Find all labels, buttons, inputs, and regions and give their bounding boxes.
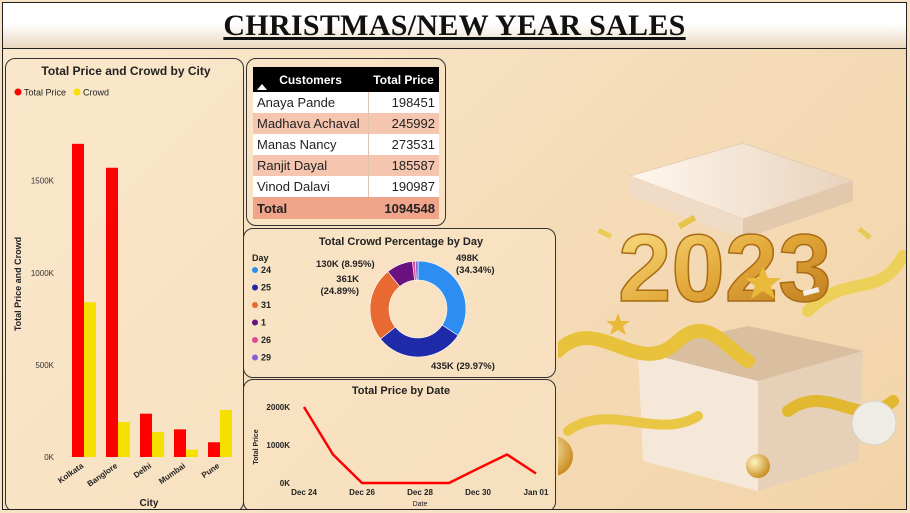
bar-total-price-kolkata[interactable]: [72, 143, 84, 457]
day-legend-title: Day: [252, 253, 269, 263]
date-y-tick-label: 0K: [280, 479, 290, 488]
day-legend[interactable]: 24 25 31 1 26 29: [252, 265, 271, 363]
customer-name: Madhava Achaval: [253, 113, 369, 134]
legend-total-price-marker: [14, 88, 22, 96]
table-row[interactable]: Manas Nancy 273531: [253, 134, 439, 155]
table-row[interactable]: Madhava Achaval 245992: [253, 113, 439, 134]
table-row[interactable]: Ranjit Dayal 185587: [253, 155, 439, 176]
total-price-column-header[interactable]: Total Price: [368, 67, 439, 92]
bar-crowd-mumbai[interactable]: [186, 449, 198, 457]
bar-total-price-mumbai[interactable]: [174, 429, 186, 457]
table-total-row: Total 1094548: [253, 197, 439, 219]
bar-total-price-delhi[interactable]: [140, 413, 152, 457]
city-bar-chart[interactable]: Total Price and Crowd by City Total Pric…: [6, 59, 245, 510]
total-value: 1094548: [368, 197, 439, 219]
city-y-tick-label: 1000K: [31, 269, 55, 278]
bar-crowd-banglore[interactable]: [118, 422, 130, 457]
legend-label-day-1: 1: [261, 318, 266, 328]
customer-name: Anaya Pande: [253, 92, 369, 113]
date-chart-title: Total Price by Date: [352, 385, 450, 397]
day-chart-title: Total Crowd Percentage by Day: [319, 236, 484, 248]
date-x-tick-label: Dec 24: [291, 488, 317, 497]
legend-label-day-24: 24: [261, 265, 271, 275]
data-label-day-31: 361K (24.89%): [320, 274, 359, 297]
legend-marker-day-26: [252, 337, 258, 343]
table-row[interactable]: Vinod Dalavi 190987: [253, 176, 439, 197]
city-x-tick-label: Banglore: [86, 461, 120, 489]
year-2023-balloon-text: 2023: [618, 215, 832, 322]
legend-marker-day-24: [252, 267, 258, 273]
city-chart-panel[interactable]: Total Price and Crowd by City Total Pric…: [5, 58, 245, 510]
city-y-tick-label: 0K: [44, 453, 54, 462]
date-line-chart[interactable]: Total Price by Date Total Price Date 0K 1…: [244, 380, 557, 510]
city-y-tick-label: 1500K: [31, 177, 55, 186]
city-y-axis-label: Total Price and Crowd: [13, 237, 23, 331]
legend-crowd-label: Crowd: [83, 88, 109, 98]
date-y-axis-label: Total Price: [253, 429, 260, 464]
legend-label-day-29: 29: [261, 353, 271, 363]
city-x-tick-label: Kolkata: [56, 461, 85, 485]
bar-crowd-delhi[interactable]: [152, 432, 164, 457]
donut-slice-day-29[interactable]: [414, 260, 419, 281]
customer-total-price: 198451: [368, 92, 439, 113]
total-label: Total: [253, 197, 369, 219]
legend-label-day-25: 25: [261, 283, 271, 293]
city-chart-title: Total Price and Crowd by City: [41, 64, 210, 78]
page-title: CHRISTMAS/NEW YEAR SALES: [223, 8, 686, 42]
legend-label-day-31: 31: [261, 300, 271, 310]
bar-crowd-kolkata[interactable]: [84, 302, 96, 457]
date-x-axis-label: Date: [413, 501, 428, 508]
city-chart-legend[interactable]: Total Price Crowd: [14, 88, 110, 98]
city-x-tick-label: Pune: [200, 461, 222, 480]
city-y-tick-label: 500K: [35, 361, 54, 370]
data-label-day-24: 498K (34.34%): [456, 253, 495, 276]
gift-box-2023-illustration: 2023: [558, 142, 906, 491]
date-x-tick-label: Dec 26: [349, 488, 375, 497]
data-label-day-1: 130K (8.95%): [316, 259, 375, 270]
date-x-tick-label: Jan 01: [524, 488, 549, 497]
bar-crowd-pune[interactable]: [220, 410, 232, 457]
customer-name: Ranjit Dayal: [253, 155, 369, 176]
bar-total-price-banglore[interactable]: [106, 167, 118, 457]
date-line-panel[interactable]: Total Price by Date Total Price Date 0K 1…: [243, 379, 557, 510]
table-header-row: Customers Total Price: [253, 67, 439, 92]
city-x-axis-label: City: [140, 498, 159, 509]
legend-marker-day-25: [252, 284, 258, 291]
legend-marker-day-29: [252, 354, 258, 361]
date-y-tick-label: 2000K: [266, 403, 290, 412]
date-x-tick-label: Dec 30: [465, 488, 491, 497]
legend-marker-day-1: [252, 319, 258, 326]
date-x-tick-label: Dec 28: [407, 488, 433, 497]
customers-column-header[interactable]: Customers: [253, 67, 369, 92]
day-donut-panel[interactable]: Total Crowd Percentage by Day Day 24 25 31…: [243, 228, 556, 378]
title-bar: CHRISTMAS/NEW YEAR SALES: [3, 3, 906, 49]
legend-total-price-label: Total Price: [24, 88, 66, 98]
customers-table-panel[interactable]: Customers Total Price Anaya Pande 198451…: [246, 58, 446, 226]
customer-total-price: 185587: [368, 155, 439, 176]
customer-total-price: 273531: [368, 134, 439, 155]
city-x-tick-label: Mumbai: [157, 461, 187, 486]
total-price-line[interactable]: [302, 406, 537, 485]
customer-name: Vinod Dalavi: [253, 176, 369, 197]
city-x-tick-label: Delhi: [132, 461, 153, 480]
date-y-tick-label: 1000K: [266, 441, 290, 450]
sort-ascending-icon[interactable]: [257, 84, 267, 90]
customer-total-price: 190987: [368, 176, 439, 197]
data-label-day-25: 435K (29.97%): [431, 361, 495, 372]
customer-name: Manas Nancy: [253, 134, 369, 155]
table-row[interactable]: Anaya Pande 198451: [253, 92, 439, 113]
customers-table[interactable]: Customers Total Price Anaya Pande 198451…: [253, 67, 439, 219]
legend-label-day-26: 26: [261, 335, 271, 345]
legend-crowd-marker: [73, 88, 81, 96]
customer-total-price: 245992: [368, 113, 439, 134]
day-donut-chart[interactable]: Total Crowd Percentage by Day Day 24 25 31…: [244, 229, 557, 379]
legend-marker-day-31: [252, 302, 258, 308]
bar-total-price-pune[interactable]: [208, 442, 220, 457]
